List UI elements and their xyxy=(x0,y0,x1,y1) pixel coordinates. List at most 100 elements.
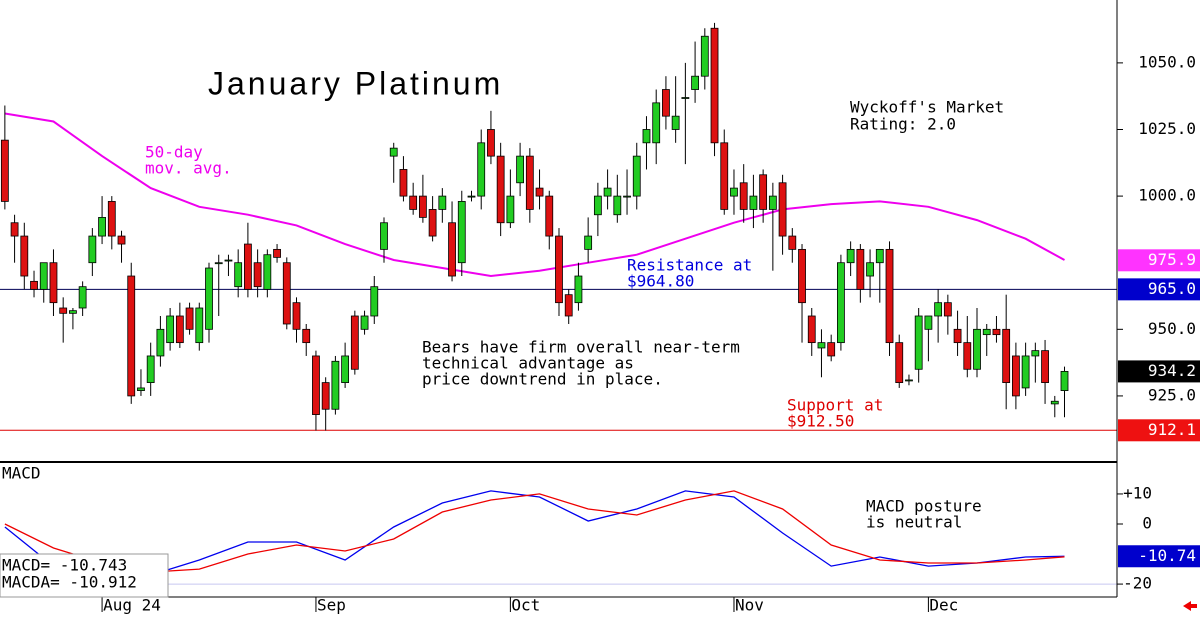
candle-body xyxy=(623,195,631,198)
candle-body xyxy=(798,248,806,304)
y-tick-label: 1050.0 xyxy=(1138,52,1196,71)
candle-body xyxy=(856,248,865,290)
candle-body xyxy=(632,155,641,197)
candle-body xyxy=(875,248,884,264)
candle-body xyxy=(934,302,943,317)
candle-body xyxy=(292,302,301,330)
candle-body xyxy=(321,382,330,410)
candle-body xyxy=(69,310,77,314)
scroll-arrow xyxy=(1183,601,1197,611)
candle-body xyxy=(98,217,106,237)
candle-body xyxy=(866,262,874,277)
candle-body xyxy=(730,187,738,197)
candle-body xyxy=(185,307,194,330)
candle-body xyxy=(662,89,670,117)
candle-body xyxy=(506,195,515,224)
candle-body xyxy=(49,262,58,304)
candle-body xyxy=(837,262,845,344)
ma-label: mov. avg. xyxy=(145,159,232,178)
candle-body xyxy=(253,262,262,288)
candle-body xyxy=(428,209,437,237)
candle-body xyxy=(127,275,136,397)
candle-body xyxy=(448,222,456,277)
candle-body xyxy=(146,355,155,384)
macd-readout: MACD= -10.743 xyxy=(2,556,127,575)
candle-body xyxy=(467,195,476,198)
candle-body xyxy=(243,243,252,290)
candle-body xyxy=(525,155,534,210)
candle-body xyxy=(1021,355,1030,389)
candle-body xyxy=(652,102,661,144)
candle-body xyxy=(564,294,573,317)
candle-body xyxy=(613,195,622,216)
candle-body xyxy=(137,387,145,391)
candle-body xyxy=(807,315,816,344)
readout-box xyxy=(0,553,169,598)
macd-line xyxy=(4,490,1065,576)
price-tag-label: 912.1 xyxy=(1148,420,1196,439)
candle-body xyxy=(107,201,116,237)
candle-body xyxy=(817,342,826,349)
candle-body xyxy=(545,195,554,237)
candle-body xyxy=(273,248,281,258)
candle-body xyxy=(0,139,9,202)
candle-body xyxy=(720,142,729,210)
x-tick-label: Sep xyxy=(317,596,346,615)
candle-body xyxy=(341,355,350,384)
candle-body xyxy=(739,182,748,210)
x-tick-label: Aug 24 xyxy=(103,596,161,615)
candle-body xyxy=(389,147,398,157)
y-tick-label: 1025.0 xyxy=(1138,119,1196,138)
candle-body xyxy=(603,187,612,197)
x-tick-label: Oct xyxy=(511,596,540,615)
candle-body xyxy=(156,328,165,357)
candle-body xyxy=(234,262,243,288)
candle-body xyxy=(924,315,933,330)
candle-body xyxy=(953,328,962,344)
candle-body xyxy=(681,97,690,99)
candle-body xyxy=(973,328,981,370)
candle-body xyxy=(982,328,991,336)
candle-body xyxy=(574,275,583,304)
candle-body xyxy=(487,129,495,157)
rating-note: Wyckoff's Market xyxy=(850,98,1004,117)
candle-body xyxy=(477,142,486,197)
candle-body xyxy=(88,235,97,264)
candle-body xyxy=(1050,400,1059,405)
candle-body xyxy=(759,174,768,210)
support-note: $912.50 xyxy=(787,412,854,431)
candle-body xyxy=(59,307,68,314)
candle-body xyxy=(214,262,223,265)
macd-note: is neutral xyxy=(866,513,962,532)
candle-body xyxy=(992,328,1001,336)
candle-body xyxy=(20,235,29,277)
candle-body xyxy=(312,355,320,415)
candle-body xyxy=(166,315,175,344)
candle-body xyxy=(584,235,593,250)
macd-readout: MACDA= -10.912 xyxy=(2,573,137,592)
rating-note: Rating: 2.0 xyxy=(850,115,956,134)
candle-body xyxy=(282,262,291,325)
price-tag xyxy=(1118,278,1200,301)
price-tag xyxy=(1118,249,1200,272)
candle-body xyxy=(1060,371,1069,391)
candle-body xyxy=(263,254,272,290)
y-tick-label: +10 xyxy=(1123,483,1152,502)
comment: technical advantage as xyxy=(422,354,634,373)
x-tick-label: Dec xyxy=(929,596,958,615)
candle-body xyxy=(195,307,204,344)
candle-body xyxy=(438,195,447,210)
price-tag xyxy=(1118,360,1200,383)
y-tick-label: 0 xyxy=(1142,513,1152,532)
candle-body xyxy=(691,75,699,90)
candle-body xyxy=(516,155,525,184)
y-tick-label: 925.0 xyxy=(1148,385,1196,404)
candle-body xyxy=(593,195,602,216)
candle-body xyxy=(555,235,563,304)
chart-title: January Platinum xyxy=(208,65,503,101)
overlay-layer: MACD= -10.743 MACDA= -10.912 1050.0 1025.… xyxy=(0,52,1200,598)
price-tag xyxy=(1118,419,1200,442)
candle-body xyxy=(846,248,855,264)
y-tick-label: 1000.0 xyxy=(1138,186,1196,205)
candle-body xyxy=(496,155,505,224)
